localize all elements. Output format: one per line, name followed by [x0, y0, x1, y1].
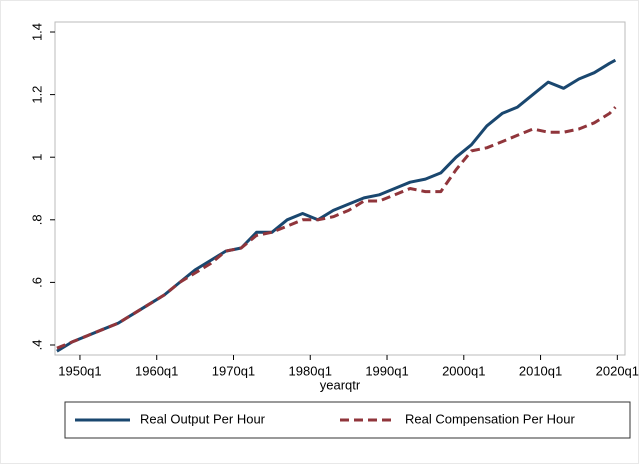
x-tick-label: 2020q1: [596, 363, 639, 378]
series-line: [56, 106, 617, 350]
y-tick-label: 1.4: [29, 23, 44, 41]
x-tick-label: 2000q1: [442, 363, 485, 378]
x-tick-label: 1990q1: [365, 363, 408, 378]
legend-label: Real Output Per Hour: [140, 411, 266, 426]
y-tick-label: .4: [29, 340, 44, 351]
y-tick-label: .8: [29, 214, 44, 225]
y-tick-label: 1.2: [29, 86, 44, 104]
x-tick-label: 1950q1: [58, 363, 101, 378]
x-tick-label: 2010q1: [519, 363, 562, 378]
plot-area: [54, 21, 626, 356]
y-tick-label: 1: [29, 154, 44, 161]
x-axis-title: yearqtr: [320, 377, 361, 392]
x-tick-label: 1970q1: [212, 363, 255, 378]
x-tick-label: 1980q1: [289, 363, 332, 378]
y-tick-label: .6: [29, 277, 44, 288]
legend-label: Real Compensation Per Hour: [405, 411, 575, 426]
x-tick-label: 1960q1: [135, 363, 178, 378]
